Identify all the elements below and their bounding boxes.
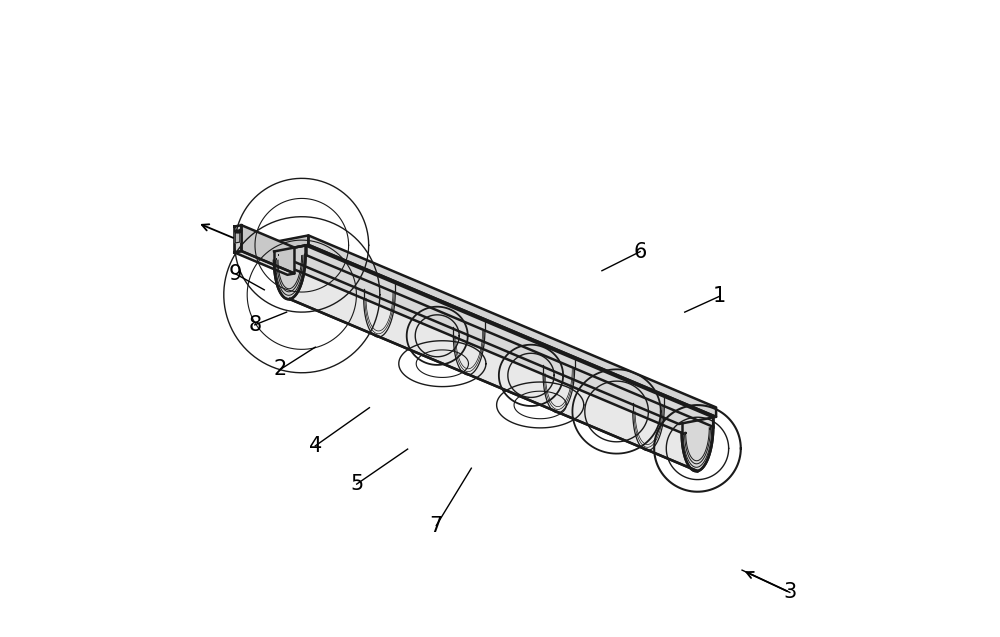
Text: 5: 5 — [350, 474, 363, 494]
Polygon shape — [308, 236, 716, 417]
Polygon shape — [234, 225, 241, 252]
Polygon shape — [306, 245, 713, 427]
Polygon shape — [682, 417, 713, 471]
Polygon shape — [234, 251, 294, 275]
Polygon shape — [235, 232, 240, 243]
Text: 4: 4 — [309, 436, 322, 456]
Polygon shape — [271, 236, 308, 252]
Polygon shape — [274, 261, 697, 471]
Polygon shape — [274, 245, 306, 299]
Polygon shape — [271, 245, 716, 424]
Text: 3: 3 — [783, 582, 796, 603]
Polygon shape — [241, 225, 294, 273]
Text: 6: 6 — [633, 241, 647, 262]
Text: 1: 1 — [713, 286, 726, 306]
Text: 8: 8 — [248, 315, 261, 335]
Text: 2: 2 — [274, 359, 287, 380]
Polygon shape — [290, 255, 713, 471]
Text: 7: 7 — [430, 515, 443, 536]
Text: 9: 9 — [229, 264, 242, 284]
